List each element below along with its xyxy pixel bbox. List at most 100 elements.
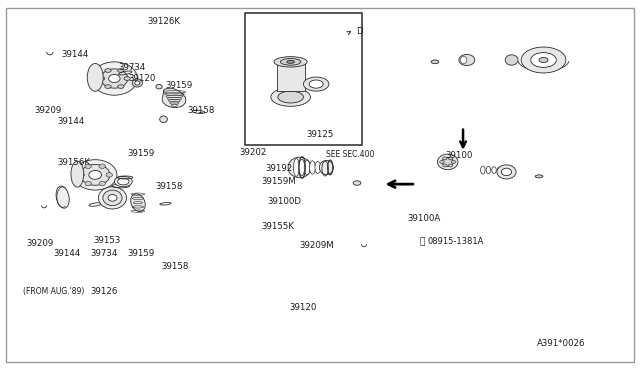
Ellipse shape [85,164,92,169]
Text: 39159: 39159 [166,81,193,90]
Text: Ⓦ: Ⓦ [420,237,425,246]
Ellipse shape [101,69,128,88]
Text: 39209M: 39209M [300,241,334,250]
Bar [245,13,362,145]
Text: 39155K: 39155K [261,222,294,231]
Ellipse shape [108,195,117,201]
Ellipse shape [160,116,168,123]
Text: 39126: 39126 [90,287,118,296]
Ellipse shape [497,167,502,173]
Ellipse shape [99,77,105,80]
Text: 39734: 39734 [119,63,146,72]
Ellipse shape [503,167,508,173]
Ellipse shape [288,157,311,178]
Ellipse shape [486,166,491,174]
Ellipse shape [78,173,84,177]
Text: 39158: 39158 [156,182,182,191]
Ellipse shape [105,69,111,72]
Text: 39209: 39209 [35,106,62,115]
Text: 39120: 39120 [129,74,156,83]
Text: 39100: 39100 [446,151,473,160]
Text: SEE SEC.400: SEE SEC.400 [326,150,375,159]
Ellipse shape [303,77,329,91]
Ellipse shape [118,85,124,89]
Text: 39120: 39120 [289,303,317,312]
Text: 39202: 39202 [239,148,266,157]
Ellipse shape [353,181,361,185]
Ellipse shape [442,157,454,166]
Text: 39159: 39159 [127,249,154,258]
Ellipse shape [274,57,307,67]
Text: 39125: 39125 [306,130,333,140]
Ellipse shape [440,160,444,163]
Ellipse shape [315,161,321,173]
Ellipse shape [505,55,518,65]
Ellipse shape [131,194,145,212]
Ellipse shape [115,176,132,187]
Ellipse shape [539,57,548,62]
Text: 39159: 39159 [127,149,154,158]
Ellipse shape [309,80,323,88]
Ellipse shape [106,173,113,177]
Text: 39100A: 39100A [408,214,441,223]
Ellipse shape [299,159,305,176]
Ellipse shape [449,164,453,167]
Ellipse shape [443,164,447,167]
Ellipse shape [74,160,117,190]
Ellipse shape [89,170,102,179]
Ellipse shape [443,157,447,160]
Ellipse shape [320,162,326,173]
Text: 39144: 39144 [57,117,84,126]
Ellipse shape [124,77,131,80]
Ellipse shape [310,161,316,174]
Text: 39144: 39144 [53,249,81,258]
Text: 39209: 39209 [26,239,54,248]
Ellipse shape [280,58,301,65]
Ellipse shape [501,168,511,176]
Ellipse shape [118,178,129,185]
Ellipse shape [132,79,143,87]
Ellipse shape [497,165,516,179]
Text: 39156K: 39156K [57,158,90,167]
Ellipse shape [278,91,303,103]
Ellipse shape [56,186,69,208]
Ellipse shape [319,160,333,174]
Ellipse shape [535,175,543,178]
Text: 39158: 39158 [187,106,214,115]
Text: 39159M: 39159M [261,177,296,186]
Text: 39153: 39153 [93,236,121,245]
Ellipse shape [521,47,566,73]
Bar [276,62,305,92]
Text: 08915-1381A: 08915-1381A [428,237,484,246]
Ellipse shape [92,62,138,95]
Ellipse shape [459,54,475,65]
Ellipse shape [481,166,485,174]
Text: 39100D: 39100D [268,198,301,206]
Ellipse shape [531,52,556,67]
Text: 39126K: 39126K [148,17,180,26]
Ellipse shape [105,85,111,89]
Ellipse shape [109,74,120,83]
Ellipse shape [99,181,106,186]
Ellipse shape [71,161,84,187]
Ellipse shape [287,60,294,63]
Ellipse shape [85,181,92,186]
Ellipse shape [118,69,124,72]
Text: 39144: 39144 [61,50,89,59]
Ellipse shape [99,187,127,209]
Ellipse shape [451,160,456,163]
Ellipse shape [271,88,310,106]
Ellipse shape [156,84,163,89]
Ellipse shape [103,190,122,206]
Ellipse shape [492,167,496,173]
Ellipse shape [135,81,140,85]
Text: 39192: 39192 [266,164,293,173]
Text: A391*0026: A391*0026 [537,339,586,348]
Text: (FROM AUG.'89): (FROM AUG.'89) [23,287,84,296]
Ellipse shape [304,160,310,175]
Ellipse shape [431,60,439,64]
Ellipse shape [294,158,300,176]
Text: 39734: 39734 [90,249,118,258]
Polygon shape [163,88,186,108]
Text: 39158: 39158 [162,262,189,271]
